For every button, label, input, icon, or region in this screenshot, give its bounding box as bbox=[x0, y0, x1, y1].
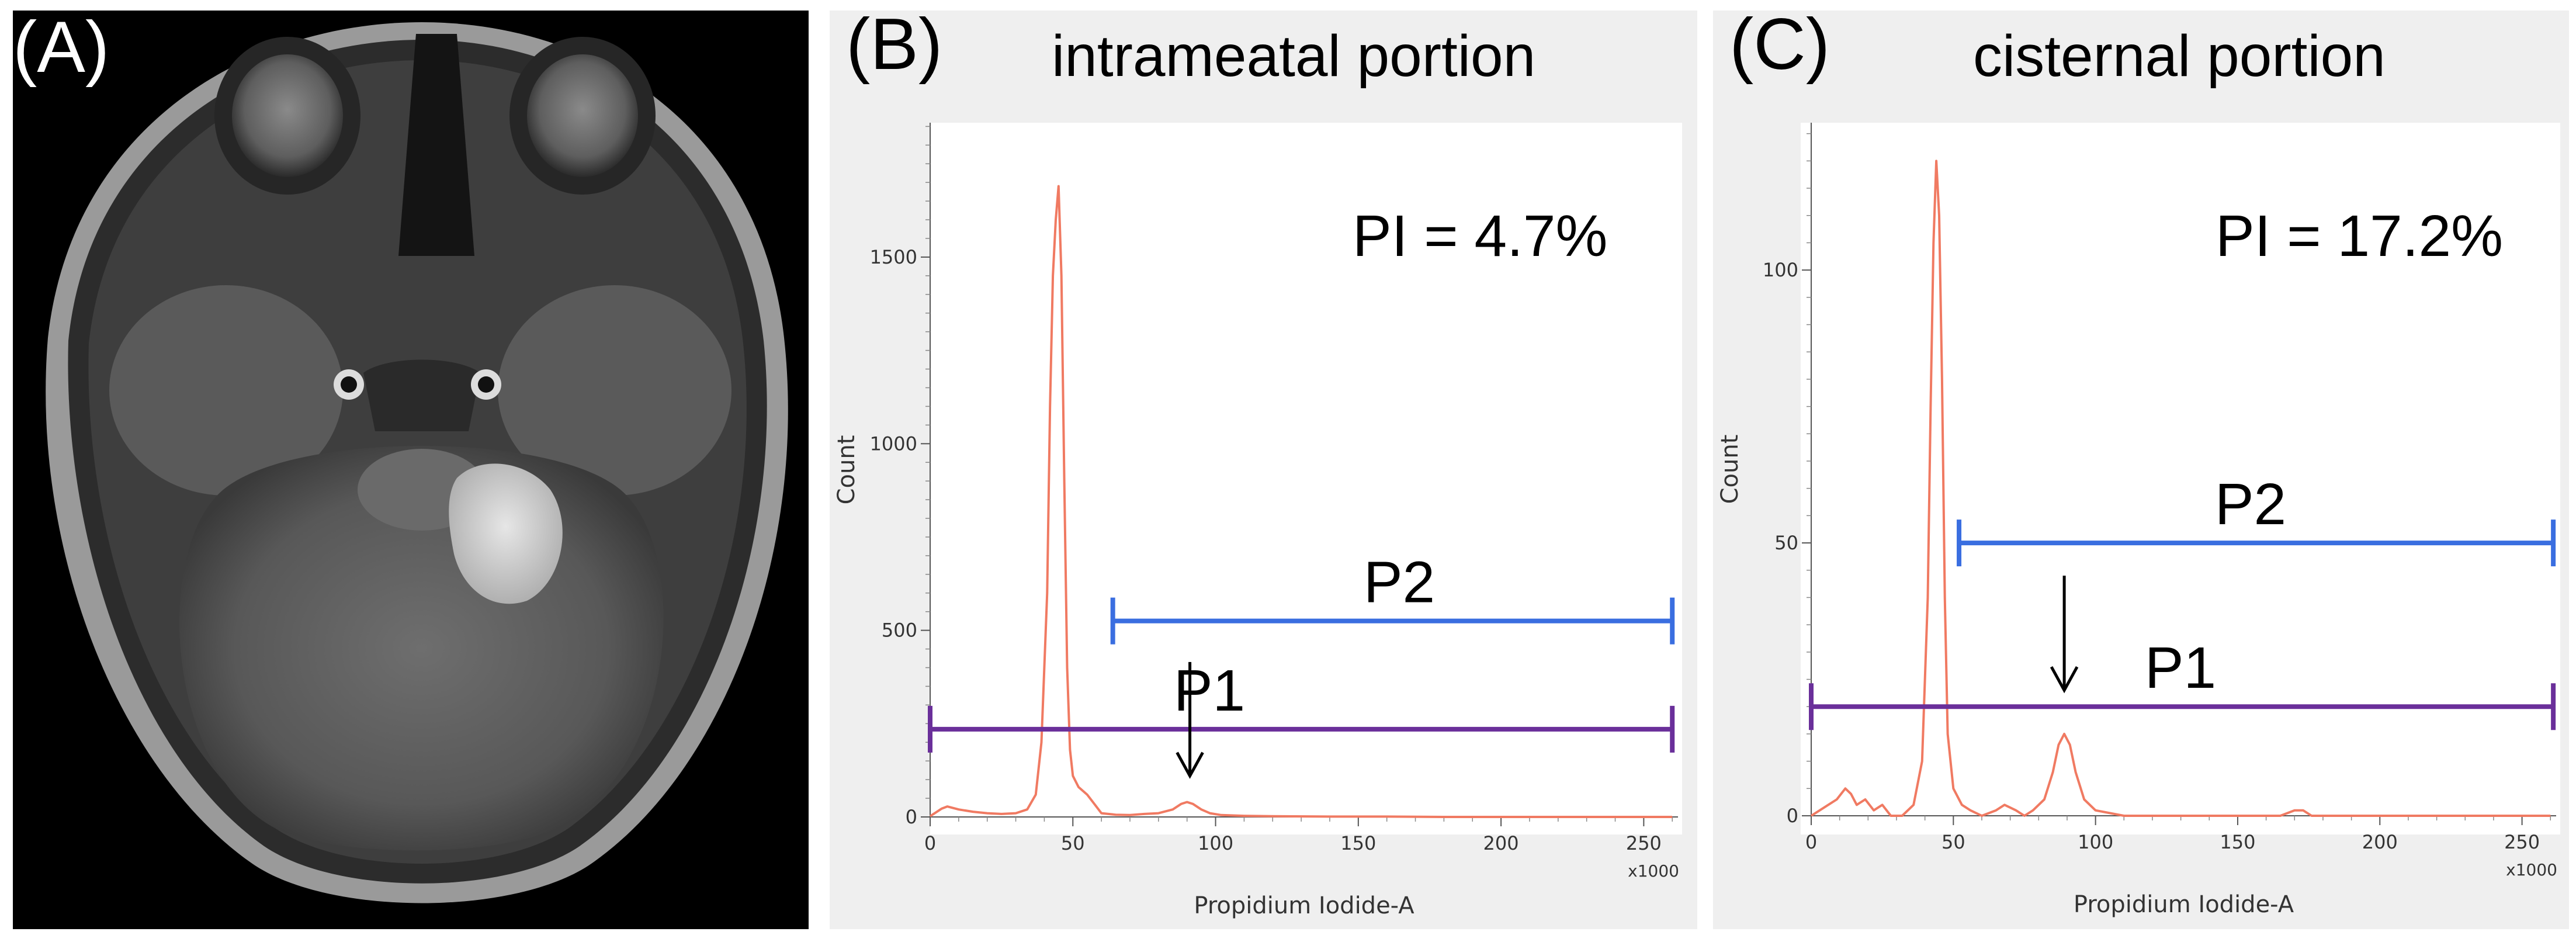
x-tick-label: 250 bbox=[1626, 832, 1662, 854]
mri-image: (A) bbox=[13, 11, 809, 929]
x-tick-label: 200 bbox=[1483, 832, 1519, 854]
x-tick-label: 50 bbox=[1061, 832, 1085, 854]
x-tick-label: 100 bbox=[2078, 831, 2113, 853]
y-tick-label: 500 bbox=[882, 619, 917, 642]
panel-label-c: (C) bbox=[1729, 11, 1830, 85]
orbits bbox=[214, 37, 656, 195]
sella bbox=[363, 359, 480, 431]
tumor bbox=[449, 463, 563, 604]
histogram-line bbox=[1810, 160, 2551, 817]
y-tick-label: 100 bbox=[1763, 259, 1798, 281]
gate-p2-label: P2 bbox=[1364, 550, 1435, 615]
y-tick-label: 1000 bbox=[870, 432, 917, 455]
x-tick-label: 50 bbox=[1941, 831, 1965, 853]
x-multiplier: x1000 bbox=[1628, 861, 1679, 881]
temporal-lobes bbox=[109, 285, 731, 496]
x-tick-label: 150 bbox=[2220, 831, 2255, 853]
panel-label-a: (A) bbox=[13, 11, 109, 88]
x-tick-label: 250 bbox=[2504, 831, 2540, 853]
x-tick-label: 100 bbox=[1198, 832, 1233, 854]
gate-p1-label: P1 bbox=[2145, 635, 2216, 701]
gate-p2-label: P2 bbox=[2215, 472, 2286, 537]
x-axis-label: Propidium Iodide-A bbox=[2074, 891, 2294, 918]
x-multiplier: x1000 bbox=[2506, 860, 2557, 879]
arrow-head bbox=[1176, 751, 1204, 779]
arrow-head bbox=[2050, 666, 2079, 694]
histogram-panel-c: (C) cisternal portion 0 50 100 0 50 100 150 200… bbox=[1713, 11, 2569, 929]
y-axis-label: Count bbox=[833, 435, 860, 505]
chart-b: 0 500 1000 1500 0 50 100 150 200 250 x1000 Propidiu… bbox=[833, 123, 1679, 919]
chart-c: 0 50 100 0 50 100 150 200 250 x1000 Propidium Iodi… bbox=[1717, 123, 2557, 918]
nasal-cavity bbox=[398, 34, 474, 256]
x-tick-label: 150 bbox=[1340, 832, 1376, 854]
mri-panel: (A) bbox=[13, 11, 809, 929]
x-tick-label: 0 bbox=[924, 832, 936, 854]
x-tick-label: 200 bbox=[2362, 831, 2398, 853]
chart-title: cisternal portion bbox=[1973, 23, 2386, 89]
histogram-line bbox=[929, 185, 1673, 818]
plot-area bbox=[1801, 123, 2560, 834]
y-tick-label: 0 bbox=[906, 806, 917, 828]
pi-annotation: PI = 4.7% bbox=[1353, 203, 1607, 269]
pi-annotation: PI = 17.2% bbox=[2216, 203, 2503, 269]
y-axis-label: Count bbox=[1717, 435, 1743, 504]
y-tick-label: 0 bbox=[1787, 805, 1798, 827]
y-tick-label: 1500 bbox=[870, 246, 917, 268]
y-tick-label: 50 bbox=[1774, 532, 1798, 554]
x-axis-label: Propidium Iodide-A bbox=[1194, 892, 1414, 919]
gate-p1-label: P1 bbox=[1174, 658, 1245, 723]
chart-title: intrameatal portion bbox=[1052, 23, 1535, 89]
panel-label-b: (B) bbox=[846, 11, 942, 85]
histogram-panel-b: (B) intrameatal portion 0 500 1000 1500 0 50 1… bbox=[830, 11, 1697, 929]
cerebellum bbox=[179, 446, 664, 851]
x-tick-label: 0 bbox=[1805, 831, 1817, 853]
